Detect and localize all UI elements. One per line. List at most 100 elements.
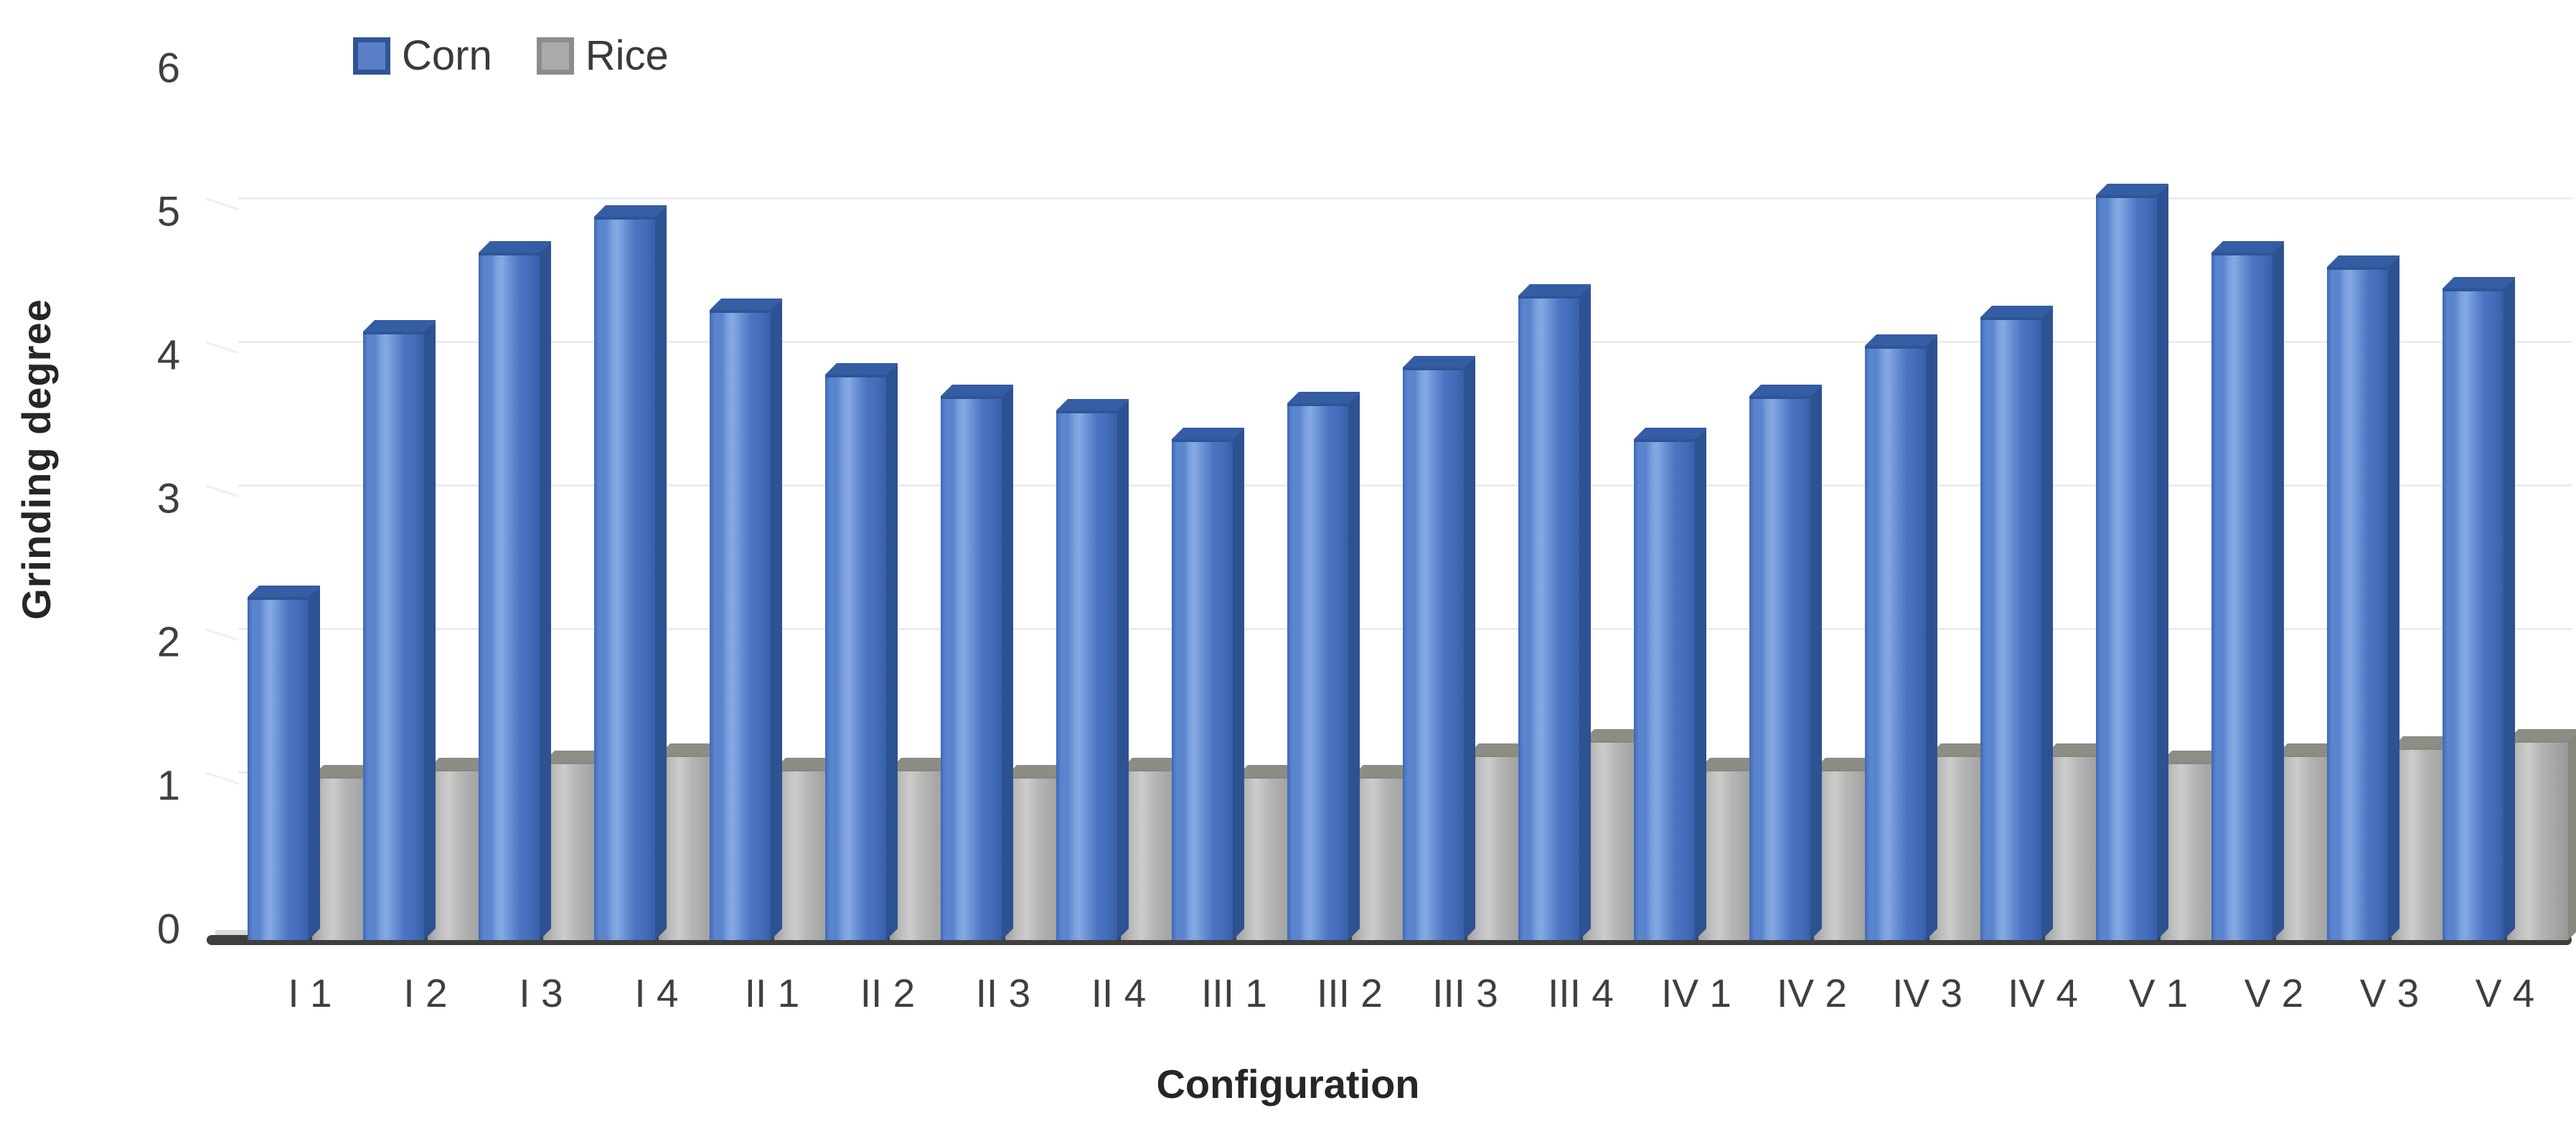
bar-front-face [1865, 346, 1926, 940]
bar-front-face [710, 310, 771, 940]
bar-side-face [1695, 428, 1706, 940]
bar-front-face [543, 762, 604, 940]
x-tick-label-II-2: II 2 [860, 971, 916, 1015]
bar-rice-I-4[interactable] [659, 743, 731, 940]
x-tick-label-III-2: III 2 [1317, 971, 1383, 1015]
bar-corn-I-4[interactable] [594, 205, 667, 940]
bar-rice-IV-2[interactable] [1814, 758, 1886, 940]
bar-rice-IV-4[interactable] [2045, 743, 2117, 940]
x-tick-label-II-1: II 1 [744, 971, 800, 1015]
bar-top-face [594, 205, 667, 217]
bar-corn-V-1[interactable] [2096, 184, 2168, 940]
bar-front-face [774, 769, 835, 940]
bar-top-face [479, 241, 551, 253]
bar-top-face [248, 586, 320, 597]
bar-corn-III-2[interactable] [1287, 392, 1360, 940]
bar-top-face [710, 299, 782, 310]
bar-side-face [771, 299, 782, 940]
x-tick-label-IV-2: IV 2 [1777, 971, 1847, 1015]
bar-corn-IV-1[interactable] [1634, 428, 1706, 940]
bar-top-face [2443, 277, 2515, 288]
bar-rice-III-1[interactable] [1236, 765, 1309, 940]
legend-item-corn[interactable]: Corn [353, 32, 492, 80]
x-tick-label-I-1: I 1 [288, 971, 332, 1015]
bar-front-face [941, 396, 1002, 940]
bar-side-face [2272, 241, 2284, 940]
bar-rice-III-4[interactable] [1583, 729, 1655, 940]
bar-front-face [312, 776, 373, 940]
bar-front-face [479, 253, 540, 940]
bar-corn-II-4[interactable] [1056, 399, 1129, 940]
x-axis-title: Configuration [1156, 1061, 1420, 1107]
bar-side-face [1117, 399, 1129, 940]
bar-side-face [2568, 729, 2576, 940]
x-tick-label-III-3: III 3 [1432, 971, 1498, 1015]
bar-rice-I-1[interactable] [312, 765, 385, 940]
x-tick-label-III-4: III 4 [1548, 971, 1614, 1015]
bar-corn-V-4[interactable] [2443, 277, 2515, 940]
bar-corn-II-1[interactable] [710, 299, 782, 940]
bar-rice-II-4[interactable] [1121, 758, 1193, 940]
bar-top-face [825, 363, 898, 375]
bar-corn-III-1[interactable] [1172, 428, 1244, 940]
bar-front-face [1005, 776, 1066, 940]
bar-front-face [2276, 755, 2337, 940]
bar-side-face [1810, 385, 1822, 940]
bar-side-face [1926, 334, 1937, 940]
bar-corn-III-4[interactable] [1518, 284, 1591, 940]
bar-corn-I-3[interactable] [479, 241, 551, 940]
bar-front-face [248, 597, 309, 940]
x-tick-label-V-4: V 4 [2475, 971, 2535, 1015]
bar-rice-IV-3[interactable] [1929, 743, 2002, 940]
bar-rice-II-2[interactable] [890, 758, 962, 940]
bar-corn-III-3[interactable] [1403, 356, 1475, 940]
bar-corn-I-1[interactable] [248, 586, 320, 940]
bar-top-face [2096, 184, 2168, 195]
bar-rice-III-3[interactable] [1467, 743, 1540, 940]
bar-front-face [1698, 769, 1759, 940]
bar-front-face [825, 375, 886, 940]
y-tick-label-3: 3 [156, 475, 181, 522]
bar-front-face [1634, 439, 1695, 940]
bar-corn-V-3[interactable] [2327, 255, 2399, 940]
x-tick-label-I-2: I 2 [403, 971, 448, 1015]
bar-side-face [424, 320, 436, 940]
bar-front-face [1980, 317, 2041, 940]
bar-rice-I-2[interactable] [428, 758, 500, 940]
bar-side-face [309, 586, 320, 940]
bar-side-face [540, 241, 551, 940]
x-tick-label-I-4: I 4 [634, 971, 679, 1015]
bar-rice-II-1[interactable] [774, 758, 847, 940]
bar-top-face [1865, 334, 1937, 346]
bar-corn-IV-3[interactable] [1865, 334, 1937, 940]
legend: Corn Rice [353, 32, 669, 80]
bar-side-face [1579, 284, 1591, 940]
bar-front-face [2507, 741, 2568, 940]
bar-top-face [1518, 284, 1591, 296]
legend-item-rice[interactable]: Rice [536, 32, 669, 80]
bar-corn-IV-2[interactable] [1749, 385, 1822, 940]
y-tick-label-4: 4 [156, 332, 181, 379]
bar-corn-II-2[interactable] [825, 363, 898, 940]
bar-corn-V-2[interactable] [2211, 241, 2284, 940]
legend-label-corn: Corn [402, 32, 492, 79]
bar-corn-IV-4[interactable] [1980, 306, 2053, 940]
bar-top-face [1172, 428, 1244, 439]
gridline-5 [238, 197, 2572, 199]
bar-top-face [363, 320, 436, 332]
bar-front-face [1121, 769, 1182, 940]
bar-top-face [941, 385, 1013, 396]
bar-rice-II-3[interactable] [1005, 765, 1078, 940]
x-tick-label-V-3: V 3 [2359, 971, 2420, 1015]
bar-side-face [886, 363, 898, 940]
bar-front-face [594, 217, 655, 940]
bar-top-face [1287, 392, 1360, 403]
y-tick-label-0: 0 [156, 906, 181, 953]
bar-front-face [2161, 762, 2222, 940]
bar-rice-V-4[interactable] [2507, 729, 2576, 940]
bar-top-face [2507, 729, 2576, 741]
bar-corn-I-2[interactable] [363, 320, 436, 940]
bar-front-face [2211, 253, 2272, 940]
bar-corn-II-3[interactable] [941, 385, 1013, 940]
